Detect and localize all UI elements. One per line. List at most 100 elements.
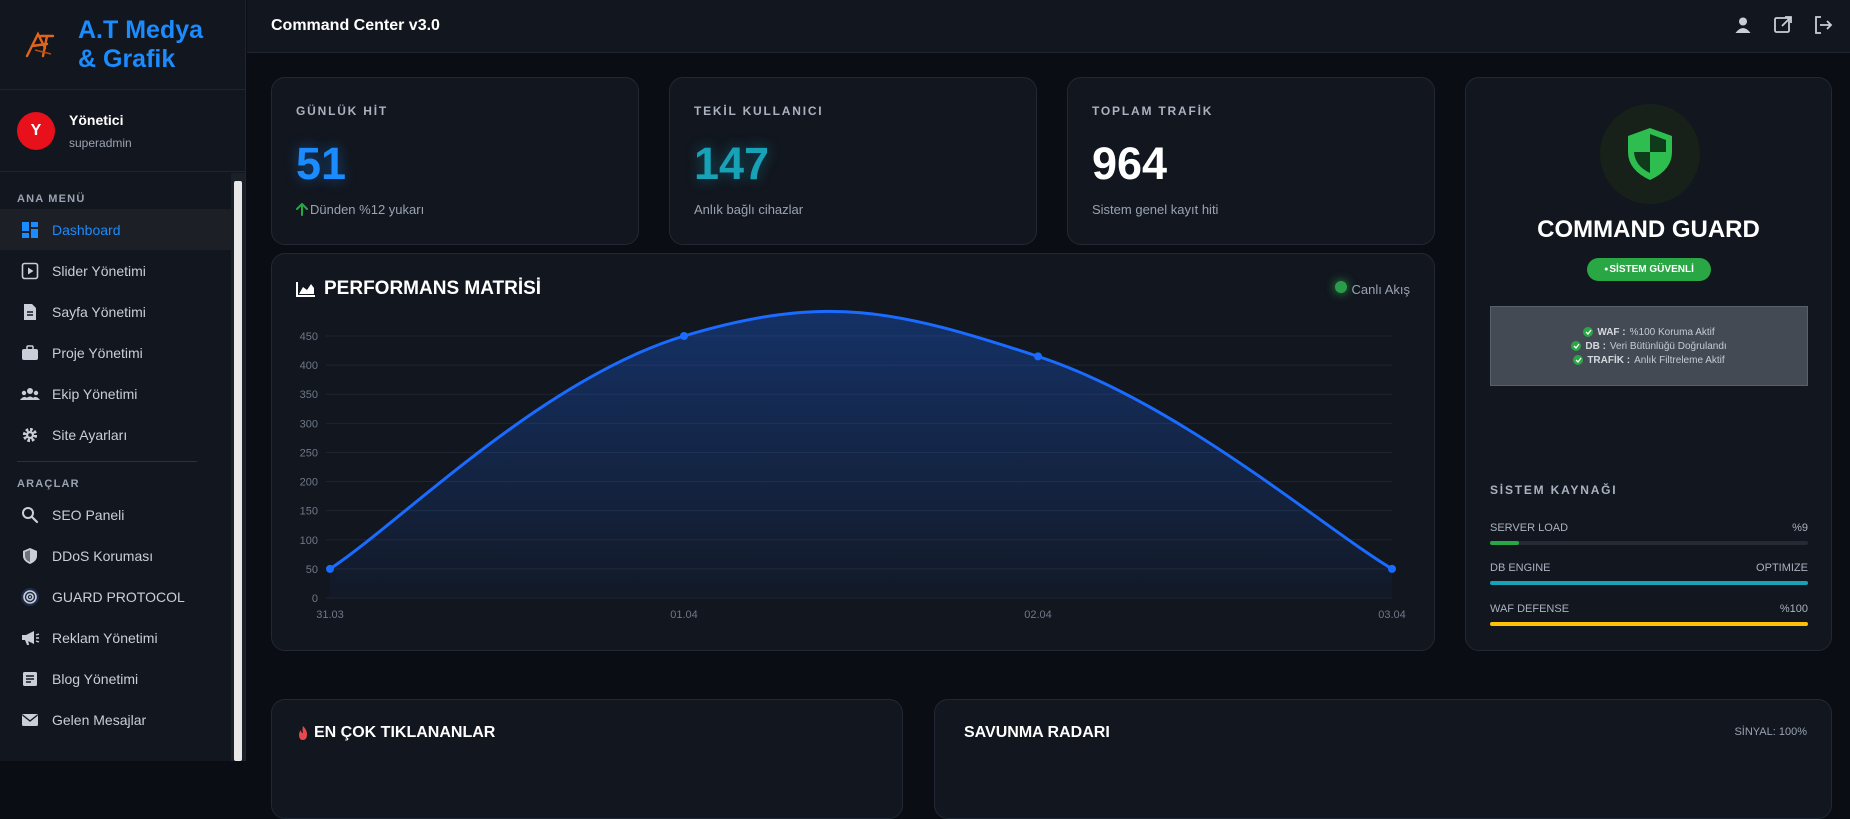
live-dot-icon [1335,280,1348,293]
topbar: Command Center v3.0 [247,0,1850,53]
sidebar-item-projects[interactable]: Proje Yönetimi [0,332,232,373]
y-tick-label: 150 [300,506,318,518]
stat-value: 964 [1092,138,1168,189]
guard-line-text: Anlık Filtreleme Aktif [1634,354,1725,366]
top-clicked-title: EN ÇOK TIKLANANLAR [296,724,495,742]
sidebar-item-label: DDoS Koruması [52,547,154,564]
shield-icon [20,546,40,566]
sidebar-item-label: Blog Yönetimi [52,670,139,687]
resource-server-load: SERVER LOAD %9 [1490,522,1808,545]
megaphone-icon [20,628,40,648]
sidebar-item-label: Reklam Yönetimi [52,629,158,646]
chart-area [330,311,1392,598]
status-badge-text: SİSTEM GÜVENLİ [1609,264,1694,275]
resource-name: SERVER LOAD [1490,522,1569,534]
chart-point [1388,564,1396,573]
resource-value: %9 [1792,522,1808,534]
defense-radar-card: SAVUNMA RADARI SİNYAL: 100% [934,699,1832,819]
sidebar-item-ddos[interactable]: DDoS Koruması [0,535,232,576]
resource-track [1490,622,1808,626]
sidebar-item-team[interactable]: Ekip Yönetimi [0,373,232,414]
guard-status-line: WAF : %100 Koruma Aktif [1583,326,1715,338]
avatar: Y [17,111,55,150]
top-clicked-title-text: EN ÇOK TIKLANANLAR [314,724,496,741]
user-name: Yönetici [69,111,124,128]
sidebar-item-label: Site Ayarları [52,426,128,443]
user-role: superadmin [69,135,132,150]
brand[interactable]: A.T Medya & Grafik [0,0,245,90]
guard-status-box: WAF : %100 Koruma Aktif DB : Veri Bütünlüğ… [1490,306,1808,386]
page-title: Command Center v3.0 [271,17,440,34]
y-tick-label: 200 [300,477,318,489]
resource-track [1490,581,1808,585]
stat-sub-text: Dünden %12 yukarı [310,202,425,217]
y-tick-label: 250 [300,447,318,459]
chart-line [329,309,1393,571]
sidebar: A.T Medya & Grafik Y Yönetici superadmin… [0,0,246,761]
sidebar-item-settings[interactable]: Site Ayarları [0,414,232,455]
stat-label: GÜNLÜK HİT [296,104,388,118]
chart-point [1034,352,1042,361]
sidebar-item-label: Gelen Mesajlar [52,711,147,728]
live-indicator: Canlı Akış [1335,280,1410,297]
sidebar-item-slider[interactable]: Slider Yönetimi [0,250,232,291]
logout-icon[interactable] [1810,12,1836,38]
guard-title: COMMAND GUARD [1537,216,1760,243]
y-tick-label: 300 [300,418,318,430]
guard-status-line: DB : Veri Bütünlüğü Doğrulandı [1571,340,1727,352]
sidebar-item-pages[interactable]: Sayfa Yönetimi [0,291,232,332]
search-icon [20,505,40,525]
team-icon [20,384,40,404]
blog-icon [20,669,40,689]
radar-icon [20,587,40,607]
user-profile-icon[interactable] [1730,12,1756,38]
guard-line-key: TRAFİK : [1587,354,1631,366]
sidebar-scrollbar[interactable] [231,173,245,761]
y-tick-label: 100 [300,535,318,547]
sidebar-item-dashboard[interactable]: Dashboard [0,209,232,250]
x-tick-label: 03.04 [1378,609,1406,621]
sidebar-item-seo[interactable]: SEO Paneli [0,494,232,535]
play-square-icon [20,261,40,281]
sidebar-item-label: Proje Yönetimi [52,344,143,361]
menu-divider [17,461,197,462]
x-tick-label: 02.04 [1024,609,1052,621]
y-tick-label: 0 [312,593,318,605]
dot-icon: ● [1604,266,1609,273]
live-label: Canlı Akış [1351,282,1410,297]
resource-fill [1490,581,1808,585]
stat-label: TEKİL KULLANICI [694,104,824,118]
x-tick-label: 31.03 [316,609,344,621]
performance-line-chart: 0 50 100 150 200 250 300 350 400 450 31.03 01.04 02.… [300,309,1406,621]
resource-waf-defense: WAF DEFENSE %100 [1490,603,1808,626]
user-panel[interactable]: Y Yönetici superadmin [0,90,245,172]
y-tick-label: 400 [300,360,318,372]
sidebar-item-guard[interactable]: GUARD PROTOCOL [0,576,232,617]
stat-value: 147 [694,138,770,189]
y-tick-label: 450 [300,331,318,343]
chart-title: PERFORMANS MATRİSİ [296,278,541,300]
gear-icon [20,425,40,445]
stat-sub: Sistem genel kayıt hiti [1092,202,1219,217]
guard-shield [1600,104,1700,204]
fire-icon [299,726,307,740]
resource-fill [1490,622,1808,626]
shield-icon [1628,128,1672,180]
external-link-icon[interactable] [1770,12,1796,38]
sidebar-item-label: Sayfa Yönetimi [52,303,146,320]
guard-status-line: TRAFİK : Anlık Filtreleme Aktif [1573,354,1725,366]
menu-section-tools: ARAÇLAR [17,478,80,490]
sidebar-item-label: Dashboard [52,221,121,238]
guard-line-key: WAF : [1597,326,1626,338]
check-icon [1573,355,1584,365]
guard-line-key: DB : [1585,340,1606,352]
sidebar-item-messages[interactable]: Gelen Mesajlar [0,699,232,740]
brand-title: A.T Medya & Grafik [78,16,203,74]
sidebar-item-ads[interactable]: Reklam Yönetimi [0,617,232,658]
check-icon [1583,327,1594,337]
resource-track [1490,541,1808,545]
stat-sub: Dünden %12 yukarı [296,202,424,217]
sidebar-item-blog[interactable]: Blog Yönetimi [0,658,232,699]
scrollbar-thumb[interactable] [234,181,242,761]
y-tick-label: 350 [300,389,318,401]
